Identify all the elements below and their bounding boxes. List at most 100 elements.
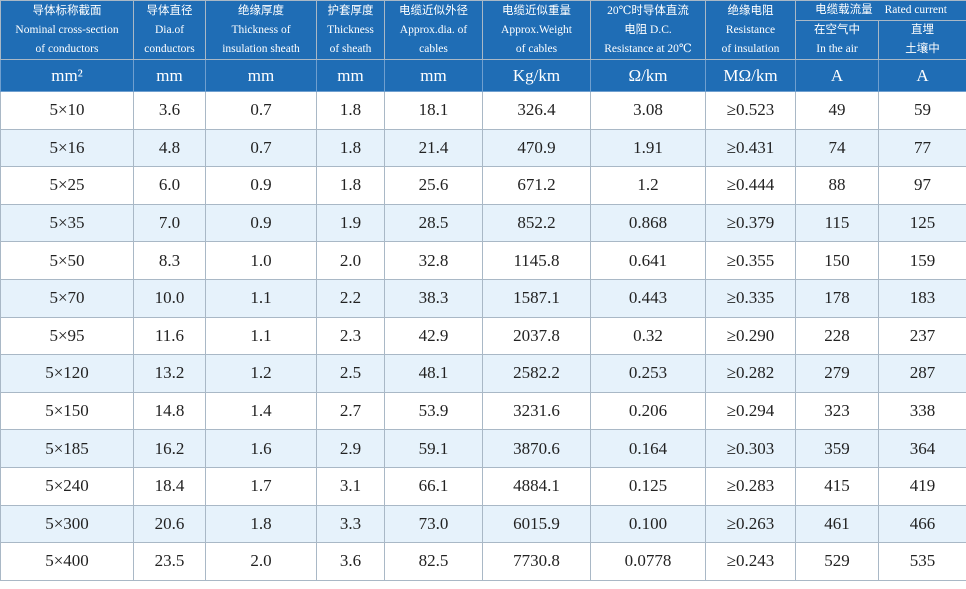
data-row: 5×70 10.0 1.1 2.2 38.3 1587.1 0.443 ≥0.335 178 18… xyxy=(0,278,966,318)
header-line: 导体标称截面 xyxy=(32,4,102,17)
data-cell: 3.6 xyxy=(133,91,206,130)
header-line: Nominal cross-section xyxy=(15,23,119,36)
data-cell: 2.5 xyxy=(316,354,385,393)
header-line: insulation sheath xyxy=(222,42,300,55)
data-cell: 4884.1 xyxy=(482,466,591,506)
header-line: Approx.Weight xyxy=(501,23,572,36)
data-cell: 5×150 xyxy=(0,391,134,431)
unit-cell: MΩ/km xyxy=(705,59,796,92)
header-cell: 电缆近似外径 Approx.dia. of cables xyxy=(384,0,483,60)
data-cell: 326.4 xyxy=(482,91,591,130)
data-cell: 1.2 xyxy=(590,166,706,205)
data-cell: 74 xyxy=(795,128,879,168)
data-cell: ≥0.283 xyxy=(705,466,796,506)
data-cell: 2.7 xyxy=(316,391,385,431)
unit-cell: A xyxy=(877,59,966,92)
data-cell: 25.6 xyxy=(384,166,483,205)
data-cell: ≥0.282 xyxy=(705,354,796,393)
header-line: 电缆近似重量 xyxy=(502,4,571,17)
data-cell: 59 xyxy=(877,91,966,130)
data-cell: 88 xyxy=(795,166,879,205)
data-cell: 0.253 xyxy=(590,354,706,393)
data-cell: 3870.6 xyxy=(482,429,591,468)
unit-cell: mm xyxy=(384,59,483,92)
data-cell: 2.9 xyxy=(316,429,385,468)
header-line: of insulation xyxy=(721,42,780,55)
data-cell: 466 xyxy=(877,504,966,544)
data-cell: 529 xyxy=(795,542,879,581)
unit-cell: mm xyxy=(205,59,317,92)
data-cell: 21.4 xyxy=(384,128,483,168)
data-cell: 38.3 xyxy=(384,278,483,318)
data-cell: 2.3 xyxy=(316,316,385,356)
unit-cell: mm xyxy=(133,59,206,92)
header-line: 电缆载流量 xyxy=(815,4,873,16)
data-cell: 18.4 xyxy=(133,466,206,506)
data-cell: 3.1 xyxy=(316,466,385,506)
header-line: 电缆近似外径 xyxy=(399,4,468,17)
data-cell: ≥0.523 xyxy=(705,91,796,130)
header-line: Dia.of xyxy=(154,23,185,36)
data-cell: 1.7 xyxy=(205,466,317,506)
data-cell: 7730.8 xyxy=(482,542,591,581)
data-cell: 1145.8 xyxy=(482,241,591,280)
data-cell: ≥0.355 xyxy=(705,241,796,280)
header-cell: 护套厚度 Thickness of sheath xyxy=(316,0,385,60)
data-cell: 20.6 xyxy=(133,504,206,544)
data-row: 5×10 3.6 0.7 1.8 18.1 326.4 3.08 ≥0.523 49 59 xyxy=(0,91,966,130)
unit-cell: Kg/km xyxy=(482,59,591,92)
data-cell: 461 xyxy=(795,504,879,544)
data-cell: 159 xyxy=(877,241,966,280)
data-cell: 5×10 xyxy=(0,91,134,130)
header-line: 土壤中 xyxy=(905,43,940,55)
data-cell: 73.0 xyxy=(384,504,483,544)
data-cell: 1.91 xyxy=(590,128,706,168)
data-cell: 3.6 xyxy=(316,542,385,581)
data-cell: 5×25 xyxy=(0,166,134,205)
data-cell: 23.5 xyxy=(133,542,206,581)
data-cell: 6015.9 xyxy=(482,504,591,544)
data-cell: 28.5 xyxy=(384,203,483,243)
table-body: 5×10 3.6 0.7 1.8 18.1 326.4 3.08 ≥0.523 49 59 5×16… xyxy=(0,91,966,581)
data-cell: 13.2 xyxy=(133,354,206,393)
header-line: 20℃时导体直流 xyxy=(607,4,689,17)
data-cell: 2582.2 xyxy=(482,354,591,393)
header-subcell: 直埋 土壤中 xyxy=(877,20,966,60)
unit-cell: mm² xyxy=(0,59,134,92)
data-cell: 5×120 xyxy=(0,354,134,393)
data-cell: 32.8 xyxy=(384,241,483,280)
data-cell: 1.9 xyxy=(316,203,385,243)
data-cell: 1.8 xyxy=(316,128,385,168)
data-cell: 5×16 xyxy=(0,128,134,168)
data-cell: ≥0.379 xyxy=(705,203,796,243)
data-cell: 279 xyxy=(795,354,879,393)
data-cell: 535 xyxy=(877,542,966,581)
header-row: 在空气中 In the air 直埋 土壤中 xyxy=(1,20,966,60)
data-cell: 0.868 xyxy=(590,203,706,243)
data-cell: ≥0.444 xyxy=(705,166,796,205)
data-row: 5×50 8.3 1.0 2.0 32.8 1145.8 0.641 ≥0.355 150 159 xyxy=(0,241,966,280)
data-cell: 0.100 xyxy=(590,504,706,544)
unit-cell: A xyxy=(795,59,879,92)
data-cell: 0.9 xyxy=(205,203,317,243)
data-cell: 419 xyxy=(877,466,966,506)
data-cell: 671.2 xyxy=(482,166,591,205)
data-cell: ≥0.290 xyxy=(705,316,796,356)
data-cell: 0.443 xyxy=(590,278,706,318)
header-cell: 电缆近似重量 Approx.Weight of cables xyxy=(482,0,591,60)
data-row: 5×35 7.0 0.9 1.9 28.5 852.2 0.868 ≥0.379 115 125 xyxy=(0,203,966,243)
data-cell: 1.2 xyxy=(205,354,317,393)
data-cell: 1.6 xyxy=(205,429,317,468)
data-cell: 48.1 xyxy=(384,354,483,393)
data-cell: 16.2 xyxy=(133,429,206,468)
data-cell: 18.1 xyxy=(384,91,483,130)
data-cell: 3.3 xyxy=(316,504,385,544)
data-cell: 183 xyxy=(877,278,966,318)
data-cell: 115 xyxy=(795,203,879,243)
data-cell: 49 xyxy=(795,91,879,130)
data-cell: 2037.8 xyxy=(482,316,591,356)
data-cell: ≥0.303 xyxy=(705,429,796,468)
header-line: Resistance xyxy=(725,23,776,36)
